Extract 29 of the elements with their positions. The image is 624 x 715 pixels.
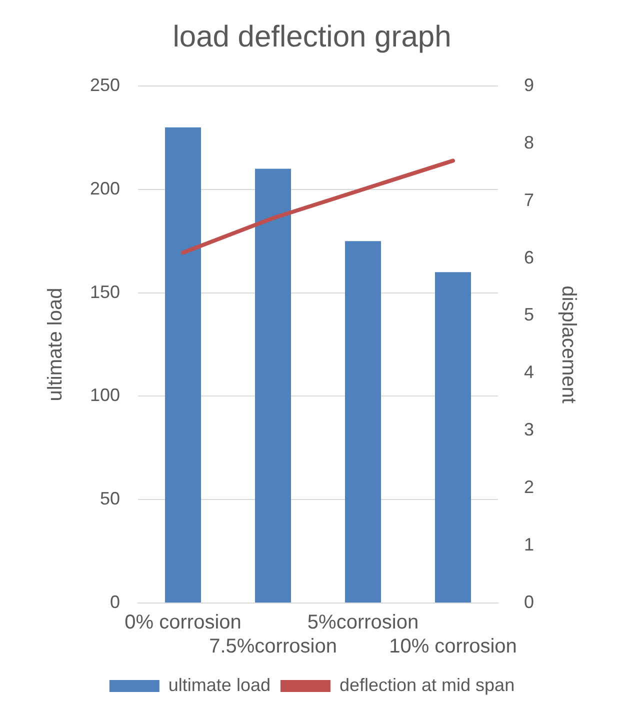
chart-title: load deflection graph (172, 20, 452, 54)
y-tick-label: 100 (90, 385, 120, 406)
y2-axis-title: displacement (557, 286, 580, 404)
legend-label: deflection at mid span (339, 674, 515, 695)
y-tick-label: 250 (90, 74, 120, 95)
y2-tick-label: 5 (524, 304, 534, 325)
bar (434, 272, 471, 602)
y-axis-title: ultimate load (44, 288, 67, 402)
x-tick-label: 10% corrosion (389, 636, 517, 658)
bar (165, 127, 202, 602)
bar (255, 168, 292, 602)
y2-tick-label: 2 (524, 477, 534, 498)
y-tick-label: 50 (100, 488, 120, 509)
y2-tick-label: 9 (524, 74, 534, 95)
x-tick-label: 5%corrosion (307, 612, 419, 634)
y2-tick-label: 3 (524, 420, 534, 440)
legend-label: ultimate load (168, 674, 270, 695)
y-tick-label: 0 (110, 592, 120, 612)
y-tick-label: 150 (90, 282, 120, 302)
y-tick-label: 200 (90, 178, 120, 198)
y2-tick-label: 7 (524, 190, 534, 210)
y2-tick-label: 1 (524, 534, 534, 555)
y2-tick-label: 6 (524, 247, 534, 268)
x-tick-label: 7.5%corrosion (209, 636, 337, 658)
y2-tick-label: 4 (524, 362, 534, 382)
y2-tick-label: 0 (524, 592, 534, 612)
y2-tick-label: 8 (524, 132, 534, 152)
x-tick-label: 0% corrosion (124, 612, 242, 634)
bar (345, 241, 382, 602)
